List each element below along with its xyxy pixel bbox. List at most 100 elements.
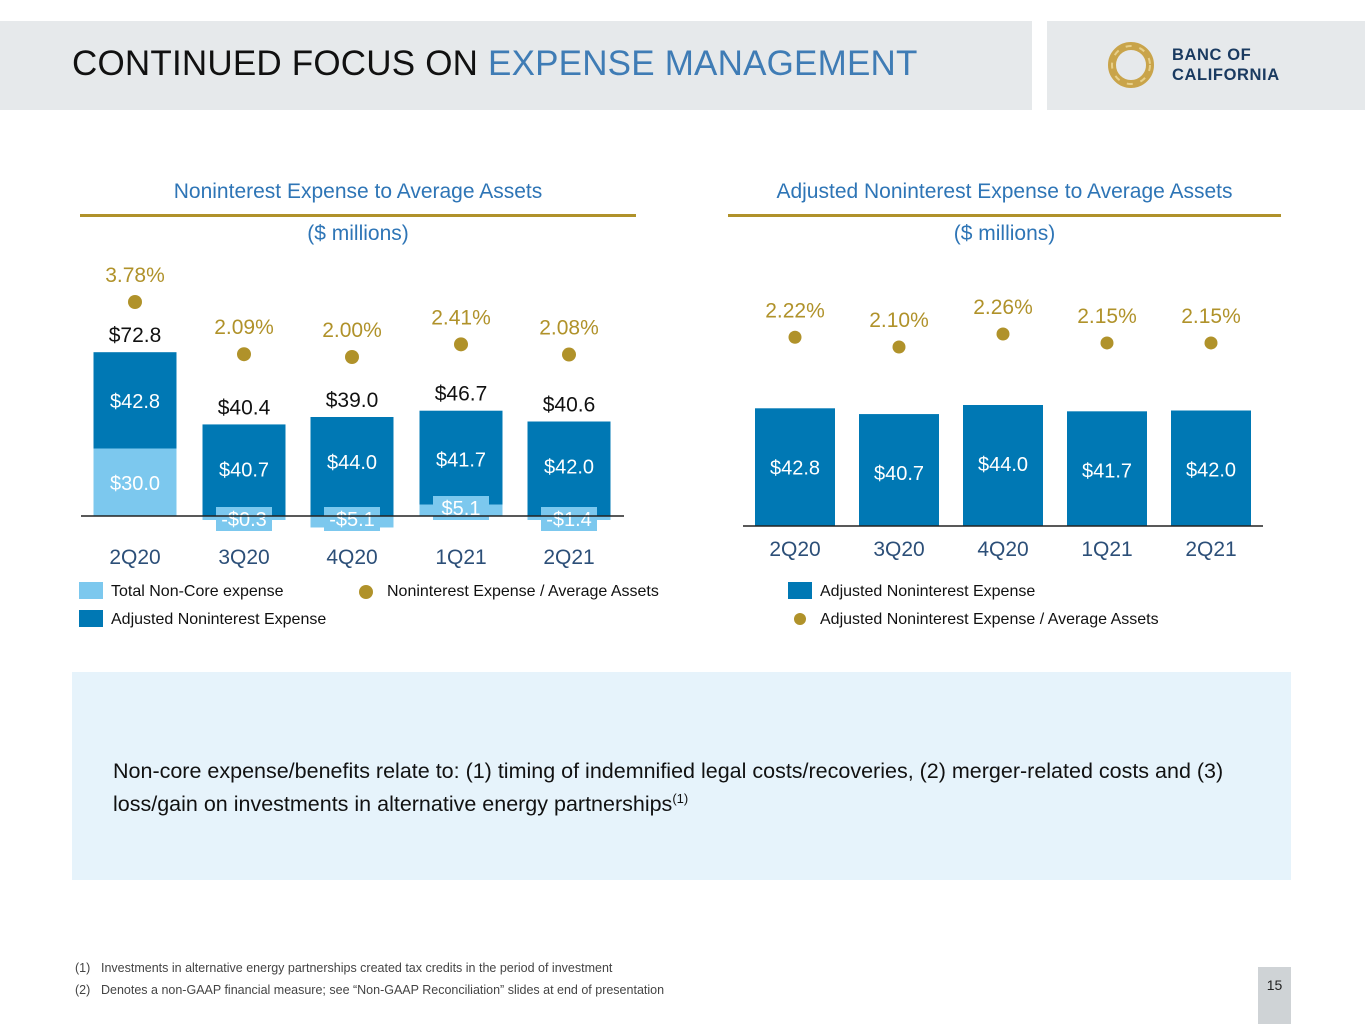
left-chart-rule [80,214,636,217]
ratio-label-right-3Q20: 2.10% [869,309,929,332]
bar-adjusted-right-2Q20 [755,408,835,526]
total-label-1Q21: $46.7 [435,383,488,406]
noncore-label-1Q21: $5.1 [442,498,481,520]
adjusted-label-right-4Q20: $44.0 [978,454,1028,476]
ratio-dot-right-4Q20 [996,327,1010,341]
total-label-3Q20: $40.4 [218,396,271,419]
ratio-label-right-2Q20: 2.22% [765,299,825,322]
ratio-dot-right-1Q21 [1100,336,1114,350]
noncore-label-bg-2Q21 [541,507,597,531]
bar-noncore-2Q20 [93,448,177,516]
legend-label-adjusted-right: Adjusted Noninterest Expense [820,583,1036,600]
noncore-label-4Q20: -$5.1 [329,509,375,531]
total-label-2Q21: $40.6 [543,394,596,417]
bar-adjusted-4Q20 [310,417,394,516]
footnote-2-number: (2) [75,983,91,997]
category-label-2Q21: 2Q21 [543,546,594,569]
bar-adjusted-2Q20 [93,352,177,449]
total-label-4Q20: $39.0 [326,389,379,412]
right-chart: $42.8 2.22% 2Q20 $40.7 2.10% 3Q20 $44.0 2.26% 4Q… [743,296,1263,561]
adjusted-label-2Q21: $42.0 [544,457,594,479]
ratio-label-right-4Q20: 2.26% [973,296,1033,319]
left-chart: $42.8 $30.0 $72.8 3.78% 2Q20 $40.7 -$0.3 $40.4 2… [81,264,624,569]
category-label-3Q20: 3Q20 [218,546,269,569]
ratio-label-right-1Q21: 2.15% [1077,305,1137,328]
ratio-label-4Q20: 2.00% [322,319,382,342]
adjusted-label-1Q21: $41.7 [436,450,486,472]
legend-label-adjusted: Adjusted Noninterest Expense [111,611,327,628]
right-chart-title: Adjusted Noninterest Expense to Average … [776,180,1233,203]
category-label-1Q21: 1Q21 [435,546,486,569]
bar-adjusted-2Q21 [527,421,611,516]
ratio-dot-2Q21 [562,347,576,362]
bar-adjusted-right-1Q21 [1067,411,1147,526]
ratio-dot-right-2Q20 [788,330,802,344]
ratio-dot-1Q21 [454,337,468,352]
ratio-label-right-2Q21: 2.15% [1181,305,1241,328]
footnote-2: (2) Denotes a non-GAAP financial measure;… [75,983,664,997]
ratio-dot-3Q20 [237,347,251,362]
adjusted-label-right-3Q20: $40.7 [874,463,924,485]
category-label-right-2Q21: 2Q21 [1185,538,1236,561]
ratio-label-2Q21: 2.08% [539,317,599,340]
note-body: Non-core expense/benefits relate to: (1)… [113,759,1224,817]
ratio-dot-right-3Q20 [892,340,906,354]
right-chart-rule [728,214,1281,217]
adjusted-label-2Q20: $42.8 [110,391,160,413]
ratio-label-1Q21: 2.41% [431,306,491,329]
total-label-2Q20: $72.8 [109,324,162,347]
legend-dot-ratio [359,585,373,599]
right-chart-subtitle: ($ millions) [953,222,1056,245]
header-bar [0,21,1032,110]
bar-adjusted-right-3Q20 [859,414,939,526]
legend-label-ratio: Noninterest Expense / Average Assets [387,583,659,600]
category-label-right-1Q21: 1Q21 [1081,538,1132,561]
banc-of-california-logo-icon [1108,42,1154,88]
legend-dot-ratio-right [794,613,806,625]
logo-line-1: BANC OF [1172,46,1252,64]
noncore-label-bg-3Q20 [216,507,272,531]
page-title-main: CONTINUED FOCUS ON [72,44,489,83]
left-chart-title: Noninterest Expense to Average Assets [173,180,543,203]
ratio-label-3Q20: 2.09% [214,316,274,339]
footnote-1-number: (1) [75,961,91,975]
noncore-label-2Q21: -$1.4 [546,509,592,531]
page-number: 15 [1266,977,1283,993]
legend-swatch-noncore [79,582,103,599]
logo-line-2: CALIFORNIA [1172,66,1280,84]
legend-label-noncore: Total Non-Core expense [111,583,284,600]
adjusted-label-4Q20: $44.0 [327,452,377,474]
category-label-right-3Q20: 3Q20 [873,538,924,561]
ratio-dot-2Q20 [128,295,142,309]
page-title: CONTINUED FOCUS ON EXPENSE MANAGEMENT [72,44,918,84]
noncore-label-3Q20: -$0.3 [221,509,267,531]
page-title-accent: EXPENSE MANAGEMENT [488,44,918,83]
page-number-box [1258,967,1291,1024]
left-chart-subtitle: ($ millions) [307,222,409,245]
adjusted-label-right-1Q21: $41.7 [1082,460,1132,482]
footnote-2-text: Denotes a non-GAAP financial measure; se… [101,983,665,997]
footnote-1-text: Investments in alternative energy partne… [101,961,613,975]
adjusted-label-3Q20: $40.7 [219,459,269,481]
adjusted-label-right-2Q21: $42.0 [1186,460,1236,482]
note-text: Non-core expense/benefits relate to: (1)… [113,757,1273,818]
legend-swatch-adjusted [79,610,103,627]
logo-bar [1047,21,1365,110]
category-label-right-2Q20: 2Q20 [769,538,820,561]
ratio-dot-right-2Q21 [1204,336,1218,350]
logo-text: BANC OF CALIFORNIA [1172,45,1280,85]
bar-adjusted-3Q20 [202,424,286,516]
legend-swatch-adjusted-right [788,582,812,599]
bar-adjusted-1Q21 [419,410,503,505]
legend-label-ratio-right: Adjusted Noninterest Expense / Average A… [820,611,1159,628]
ratio-label-2Q20: 3.78% [105,264,165,287]
category-label-4Q20: 4Q20 [326,546,377,569]
adjusted-label-right-2Q20: $42.8 [770,457,820,479]
category-label-right-4Q20: 4Q20 [977,538,1028,561]
note-box [72,672,1291,880]
bar-adjusted-right-4Q20 [963,405,1043,526]
noncore-label-2Q20: $30.0 [110,473,160,495]
footnote-1: (1) Investments in alternative energy par… [75,961,612,975]
ratio-dot-4Q20 [345,350,359,364]
category-label-2Q20: 2Q20 [109,546,160,569]
